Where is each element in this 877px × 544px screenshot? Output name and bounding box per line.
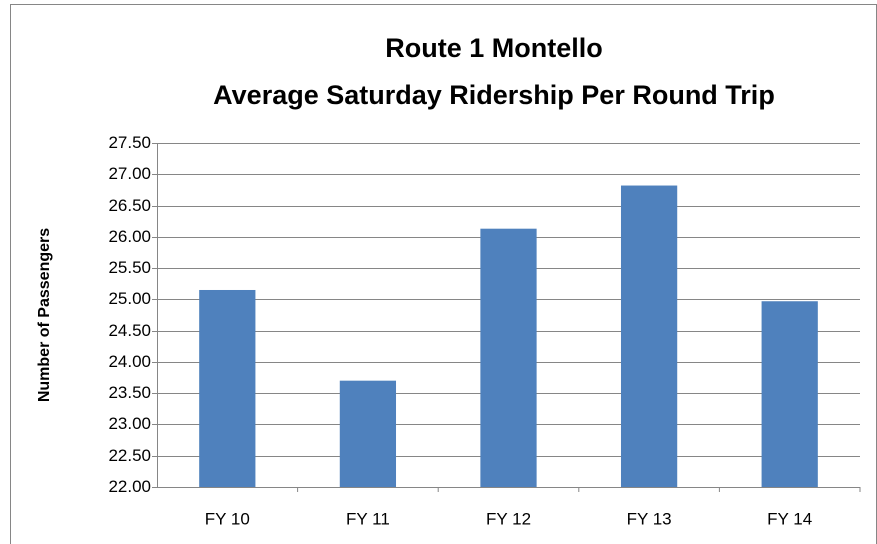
x-tick-label: FY 12: [486, 509, 531, 528]
y-tick-label: 25.50: [108, 258, 151, 277]
chart-title: Route 1 Montello: [385, 33, 603, 63]
y-tick-label: 22.00: [108, 477, 151, 496]
bar: [620, 185, 678, 487]
y-tick-label: 26.50: [108, 196, 151, 215]
y-tick-label: 25.00: [108, 289, 151, 308]
bar: [339, 380, 397, 487]
bar: [480, 228, 537, 488]
x-tick-label: FY 10: [205, 509, 250, 528]
x-tick-label: FY 14: [767, 509, 812, 528]
y-tick-label: 26.00: [108, 227, 151, 246]
y-tick-label: 27.50: [108, 133, 151, 152]
y-tick-label: 23.00: [108, 414, 151, 433]
chart-title: Average Saturday Ridership Per Round Tri…: [213, 80, 775, 110]
y-tick-label: 27.00: [108, 164, 151, 183]
x-tick-label: FY 11: [346, 509, 390, 528]
chart-border: [10, 4, 877, 544]
x-tick-label: FY 13: [627, 509, 672, 528]
y-tick-label: 24.00: [108, 352, 151, 371]
y-tick-label: 23.50: [108, 383, 151, 402]
y-tick-label: 24.50: [108, 321, 151, 340]
y-tick-label: 22.50: [108, 446, 151, 465]
y-axis-title: Number of Passengers: [36, 228, 53, 402]
bar: [761, 301, 818, 487]
bar: [199, 289, 256, 487]
